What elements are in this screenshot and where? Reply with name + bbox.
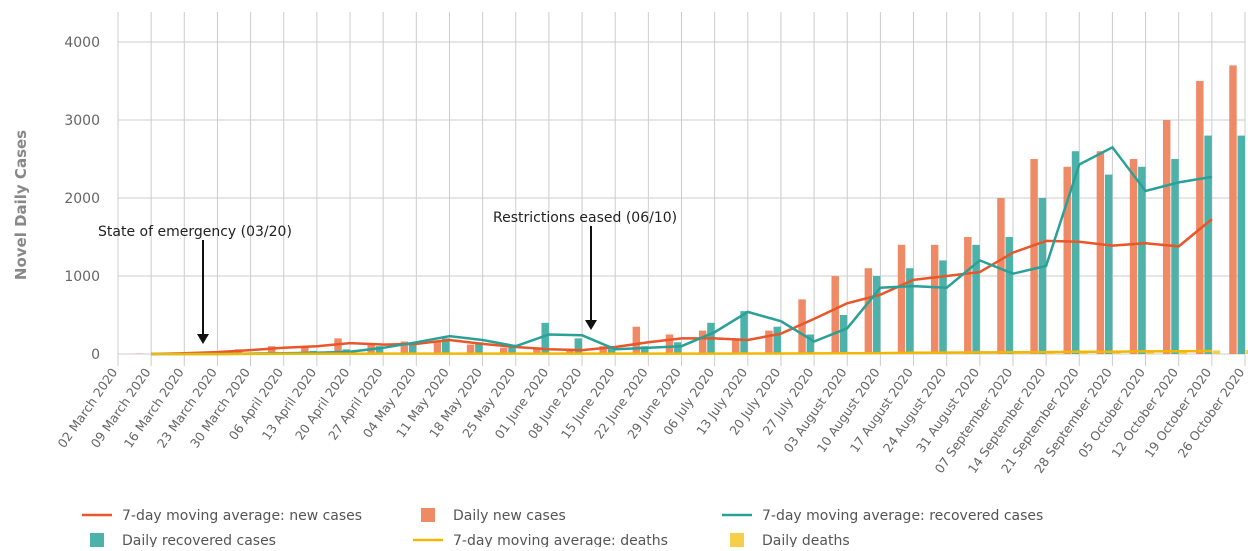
legend-swatch [730,533,744,547]
bar [931,245,938,354]
bar [740,311,747,354]
bar [1213,350,1220,354]
y-tick-label: 1000 [64,269,100,285]
annotation: Restrictions eased (06/10) [493,210,677,226]
arrow-head [197,334,209,344]
legend-swatch [421,508,435,522]
bar [1238,136,1245,354]
bar [1138,167,1145,354]
bar [939,260,946,354]
bar [1030,159,1037,354]
legend-swatch [90,533,104,547]
bar [633,327,640,354]
bar [674,342,681,354]
y-tick-label: 4000 [64,35,100,51]
bar [898,245,905,354]
bar [964,237,971,354]
legend-label: 7-day moving average: recovered cases [762,508,1043,524]
legend-label: Daily new cases [453,508,566,524]
bar [666,335,673,355]
bar [865,268,872,354]
bar [840,315,847,354]
y-tick-label: 2000 [64,191,100,207]
bar [1105,175,1112,354]
legend-label: 7-day moving average: deaths [453,533,668,547]
legend-label: Daily deaths [762,533,850,547]
y-axis-label: Novel Daily Cases [12,130,30,280]
bar [575,338,582,354]
bar [1229,65,1236,354]
y-tick-label: 3000 [64,113,100,129]
bar [1039,198,1046,354]
bar [699,331,706,354]
y-tick-label: 0 [91,347,100,363]
bar [765,331,772,354]
plot [118,12,1248,366]
bar [1097,151,1104,354]
bar [1196,81,1203,354]
legend-label: Daily recovered cases [122,533,276,547]
bar [1204,136,1211,354]
bar [831,276,838,354]
bar [997,198,1004,354]
annotation: State of emergency (03/20) [98,224,292,240]
bar [1130,159,1137,354]
bar [1171,159,1178,354]
legend-label: 7-day moving average: new cases [122,508,362,524]
bar [773,327,780,354]
bar [1163,120,1170,354]
arrow-head [585,320,597,330]
